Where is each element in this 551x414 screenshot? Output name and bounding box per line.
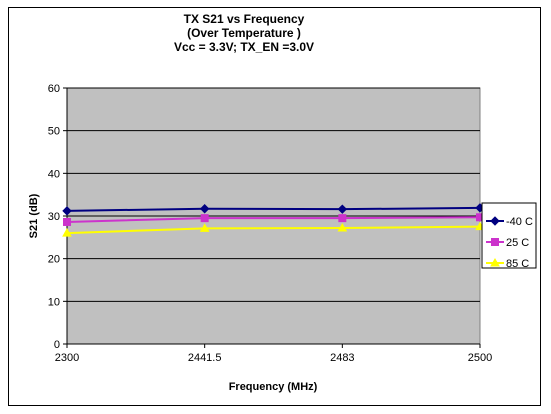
x-tick-label-2: 2483 bbox=[330, 352, 354, 364]
legend-marker-2 bbox=[490, 257, 500, 267]
series-line-0 bbox=[66, 206, 481, 212]
chart-title-line-1: TX S21 vs Frequency bbox=[184, 12, 305, 26]
legend: -40 C 25 C 85 C bbox=[486, 216, 533, 270]
y-tick-label-40: 40 bbox=[48, 168, 60, 180]
series-0-point-2 bbox=[337, 204, 348, 214]
y-tick-label-20: 20 bbox=[48, 254, 60, 266]
y-axis-title: S21 (dB) bbox=[28, 193, 40, 238]
legend-marker-1 bbox=[491, 238, 499, 246]
series-1-point-0 bbox=[63, 217, 71, 226]
legend-label-1: 25 C bbox=[506, 237, 529, 249]
legend-marker-0 bbox=[490, 216, 500, 226]
x-tick-label-3: 2500 bbox=[468, 352, 492, 364]
series-0-point-0 bbox=[62, 206, 72, 216]
x-tick-label-1: 2441.5 bbox=[188, 352, 222, 364]
chart-canvas: TX S21 vs Frequency (Over Temperature ) … bbox=[28, 12, 537, 393]
legend-label-2: 85 C bbox=[506, 258, 529, 270]
y-tick-label-10: 10 bbox=[48, 296, 60, 308]
y-tick-label-0: 0 bbox=[54, 339, 60, 351]
chart-frame: TX S21 vs Frequency (Over Temperature ) … bbox=[8, 7, 541, 406]
series-2-point-2 bbox=[337, 222, 348, 232]
x-tick-label-0: 2300 bbox=[55, 352, 79, 364]
y-tick-label-50: 50 bbox=[48, 126, 60, 138]
series-1-point-2 bbox=[338, 214, 347, 223]
series-layer bbox=[62, 203, 485, 237]
x-axis-ticks: 2300 2441.5 2483 2500 bbox=[55, 344, 492, 364]
series-2-point-1 bbox=[199, 223, 210, 232]
gridlines bbox=[66, 87, 480, 345]
legend-label-0: -40 C bbox=[506, 216, 533, 228]
chart-title-line-2: (Over Temperature ) bbox=[187, 26, 301, 40]
series-1-point-1 bbox=[200, 214, 209, 223]
legend-box bbox=[481, 202, 537, 269]
y-axis-ticks: 0 10 20 30 40 50 60 bbox=[48, 83, 67, 351]
y-tick-label-30: 30 bbox=[48, 211, 60, 223]
series-line-2 bbox=[66, 225, 481, 235]
x-axis-title: Frequency (MHz) bbox=[229, 381, 318, 393]
series-2-point-0 bbox=[62, 228, 72, 237]
chart-title-line-3: Vcc = 3.3V; TX_EN =3.0V bbox=[174, 40, 314, 54]
series-0-point-1 bbox=[199, 204, 210, 214]
y-tick-label-60: 60 bbox=[48, 83, 60, 95]
series-line-1 bbox=[66, 216, 481, 223]
